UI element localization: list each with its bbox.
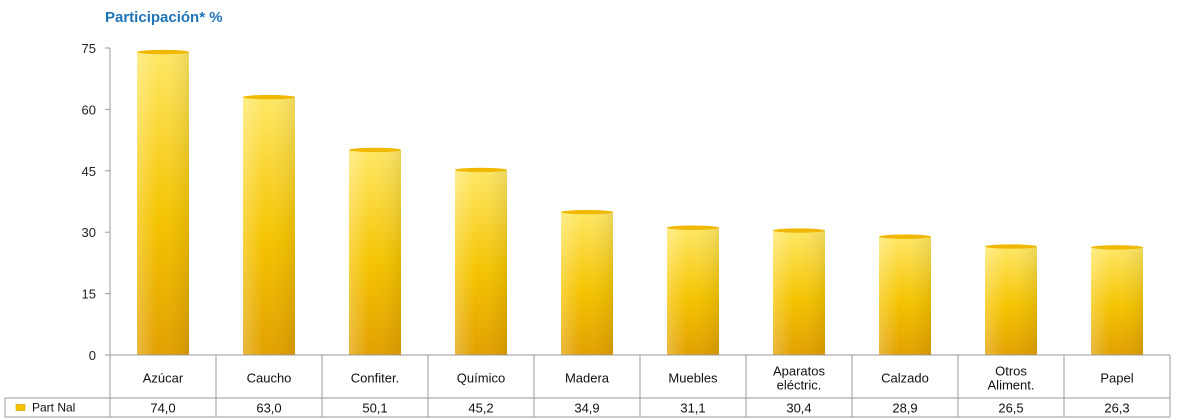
data-value-label: 31,1	[680, 401, 705, 416]
legend-label: Part Nal	[32, 401, 75, 415]
data-value-label: 28,9	[892, 401, 917, 416]
bar-shade	[879, 236, 931, 355]
bar-top	[137, 49, 189, 55]
category-label: Azúcar	[143, 371, 184, 386]
data-value-label: 63,0	[256, 401, 281, 416]
bar-top	[773, 228, 825, 233]
bar-top	[667, 225, 719, 230]
data-value-label: 45,2	[468, 401, 493, 416]
bar-shade	[985, 246, 1037, 355]
data-value-label: 74,0	[150, 401, 175, 416]
data-value-label: 34,9	[574, 401, 599, 416]
category-label: Otros Aliment.	[988, 364, 1035, 393]
y-tick-label: 30	[82, 225, 96, 240]
y-tick-label: 0	[89, 348, 96, 363]
category-label: Químico	[457, 371, 505, 386]
y-tick-label: 45	[82, 164, 96, 179]
bar-shade	[455, 169, 507, 355]
bar-top	[561, 209, 613, 215]
data-value-label: 50,1	[362, 401, 387, 416]
bar-top	[243, 94, 295, 100]
bar-shade	[1091, 247, 1143, 355]
bar-top	[879, 234, 931, 239]
bars	[137, 49, 1143, 356]
category-label: Papel	[1100, 371, 1133, 386]
y-tick-label: 60	[82, 102, 96, 117]
category-label: Aparatos eléctric.	[773, 364, 826, 393]
legend-swatch	[15, 404, 26, 411]
chart-title: Participación* %	[105, 9, 223, 26]
bar-top	[985, 244, 1037, 249]
category-label: Confiter.	[351, 371, 399, 386]
bar-top	[349, 147, 401, 153]
category-label: Muebles	[668, 371, 718, 386]
bar-top	[1091, 245, 1143, 250]
category-label: Caucho	[247, 371, 292, 386]
bar-shade	[773, 230, 825, 355]
axes: 0 15 30 45 60 75	[82, 41, 111, 363]
y-tick-label: 75	[82, 41, 96, 56]
data-table: Azúcar Caucho Confiter. Químico Madera Mueble…	[4, 354, 1171, 418]
data-value-label: 26,5	[998, 401, 1023, 416]
data-value-label: 30,4	[786, 401, 811, 416]
data-value-label: 26,3	[1104, 401, 1129, 416]
category-label: Calzado	[881, 371, 929, 386]
y-tick-label: 15	[82, 287, 96, 302]
bar-top	[455, 167, 507, 173]
bar-shade	[667, 227, 719, 355]
category-label: Madera	[565, 371, 610, 386]
bar-shade	[349, 149, 401, 355]
bar-shade	[243, 97, 295, 356]
bar-shade	[137, 52, 189, 356]
bar-shade	[561, 212, 613, 355]
